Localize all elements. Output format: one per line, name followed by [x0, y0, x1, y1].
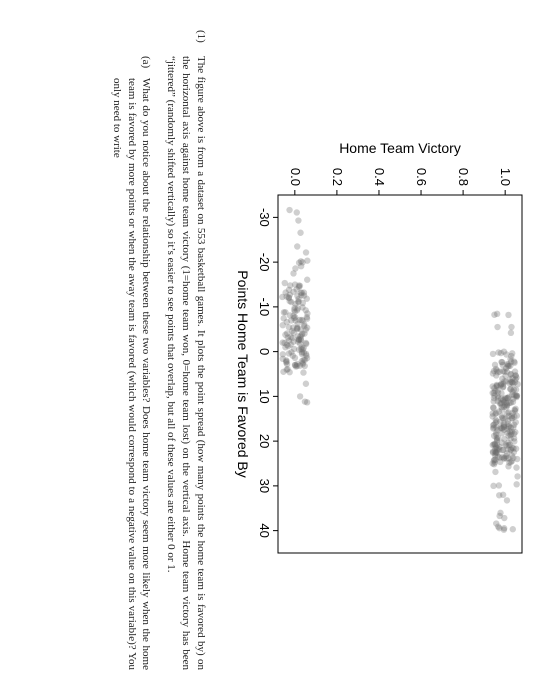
question-1a-body: What do you notice about the relationshi…	[109, 78, 154, 670]
question-1a: (a) What do you notice about the relatio…	[109, 56, 154, 670]
question-text-block: (1) The figure above is from a dataset o…	[109, 30, 208, 670]
svg-text:30: 30	[257, 479, 272, 493]
svg-text:0.6: 0.6	[414, 168, 429, 186]
svg-text:1.0: 1.0	[498, 168, 513, 186]
svg-text:-30: -30	[257, 208, 272, 227]
svg-text:Points Home Team is Favored By: Points Home Team is Favored By	[235, 270, 251, 478]
scatter-chart: -30 -20 -10 0 10 20 30 40 0.0 0.2 0.4 0.6 0.8 1.0 Poin…	[230, 135, 530, 565]
question-1a-number: (a)	[109, 56, 154, 78]
question-1: (1) The figure above is from a dataset o…	[163, 30, 208, 670]
svg-text:0: 0	[257, 348, 272, 355]
svg-text:0.8: 0.8	[456, 168, 471, 186]
svg-text:0.0: 0.0	[288, 168, 303, 186]
svg-text:20: 20	[257, 434, 272, 448]
svg-text:Home Team Victory: Home Team Victory	[339, 140, 461, 156]
svg-text:0.4: 0.4	[372, 168, 387, 186]
svg-text:40: 40	[257, 523, 272, 537]
chart-container: -30 -20 -10 0 10 20 30 40 0.0 0.2 0.4 0.6 0.8 1.0 Poin…	[230, 135, 530, 565]
svg-text:10: 10	[257, 389, 272, 403]
svg-text:-10: -10	[257, 297, 272, 316]
svg-text:-20: -20	[257, 253, 272, 272]
question-1-body: The figure above is from a dataset on 55…	[163, 56, 208, 670]
question-1-number: (1)	[163, 30, 208, 56]
svg-text:0.2: 0.2	[330, 168, 345, 186]
